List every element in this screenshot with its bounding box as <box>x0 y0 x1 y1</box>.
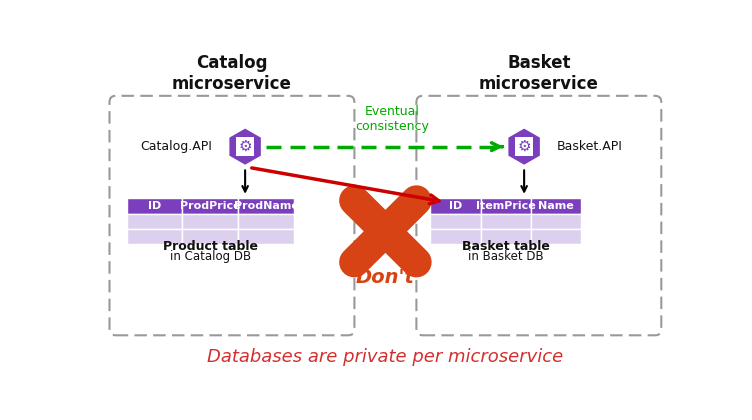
FancyBboxPatch shape <box>430 229 481 244</box>
FancyBboxPatch shape <box>238 229 294 244</box>
FancyBboxPatch shape <box>531 198 581 214</box>
Text: Basket table: Basket table <box>462 240 550 253</box>
FancyBboxPatch shape <box>430 214 481 229</box>
FancyBboxPatch shape <box>236 137 254 156</box>
Text: ItemPrice: ItemPrice <box>476 201 535 211</box>
FancyBboxPatch shape <box>481 198 531 214</box>
Text: in Catalog DB: in Catalog DB <box>170 250 251 263</box>
FancyBboxPatch shape <box>238 214 294 229</box>
FancyBboxPatch shape <box>182 214 238 229</box>
FancyBboxPatch shape <box>531 214 581 229</box>
FancyBboxPatch shape <box>126 229 182 244</box>
Text: in Basket DB: in Basket DB <box>468 250 544 263</box>
Text: Basket
microservice: Basket microservice <box>479 54 599 93</box>
Text: ID: ID <box>148 201 161 211</box>
Text: Don't: Don't <box>356 268 415 287</box>
FancyBboxPatch shape <box>238 198 294 214</box>
FancyBboxPatch shape <box>126 198 182 214</box>
FancyBboxPatch shape <box>430 198 481 214</box>
FancyBboxPatch shape <box>126 214 182 229</box>
Text: ProdPrice: ProdPrice <box>180 201 241 211</box>
FancyBboxPatch shape <box>417 96 661 335</box>
FancyBboxPatch shape <box>182 198 238 214</box>
Text: ID: ID <box>449 201 462 211</box>
Text: Catalog.API: Catalog.API <box>141 140 213 153</box>
Text: Eventual
consistency: Eventual consistency <box>356 105 429 133</box>
FancyBboxPatch shape <box>481 214 531 229</box>
Text: Catalog
microservice: Catalog microservice <box>172 54 292 93</box>
FancyBboxPatch shape <box>481 229 531 244</box>
Text: Product table: Product table <box>162 240 258 253</box>
FancyBboxPatch shape <box>531 229 581 244</box>
FancyBboxPatch shape <box>110 96 354 335</box>
Text: Basket.API: Basket.API <box>556 140 623 153</box>
FancyBboxPatch shape <box>515 137 533 156</box>
Text: ⚙: ⚙ <box>238 139 252 154</box>
FancyBboxPatch shape <box>182 229 238 244</box>
Text: ProdName: ProdName <box>234 201 299 211</box>
Text: ⚙: ⚙ <box>517 139 531 154</box>
Text: Name: Name <box>538 201 575 211</box>
Text: Databases are private per microservice: Databases are private per microservice <box>208 348 563 366</box>
Polygon shape <box>508 127 541 166</box>
Polygon shape <box>229 127 262 166</box>
